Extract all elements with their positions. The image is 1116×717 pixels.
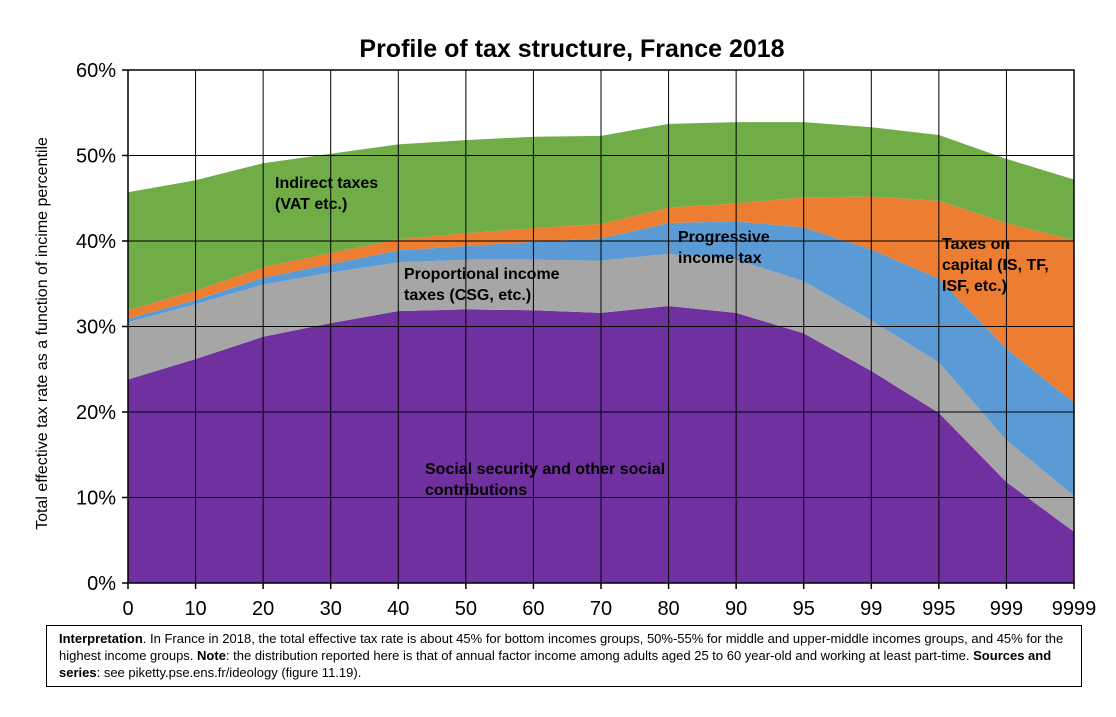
y-tick-label: 40% [76, 231, 116, 253]
area-label: Progressive income tax [678, 229, 770, 267]
y-tick-label: 10% [76, 488, 116, 510]
x-tick-label: 999 [990, 598, 1023, 620]
x-tick-label: 70 [590, 598, 612, 620]
chart-title: Profile of tax structure, France 2018 [359, 35, 784, 63]
interpretation-label: Interpretation [59, 631, 143, 646]
interpretation-text: . In France in 2018, the total effective… [59, 631, 1064, 663]
x-tick-label: 40 [387, 598, 409, 620]
area-label: Taxes on capital (IS, TF, ISF, etc.) [942, 236, 1049, 295]
y-tick-label: 60% [76, 60, 116, 82]
area-label: Proportional income taxes (CSG, etc.) [404, 266, 560, 304]
y-tick-label: 0% [87, 573, 116, 595]
x-tick-label: 0 [122, 598, 133, 620]
area-label: Indirect taxes (VAT etc.) [275, 175, 378, 213]
sources-label: Sources and series [59, 648, 1052, 680]
area-label-line: taxes (CSG, etc.) [404, 287, 531, 304]
y-tick-label: 20% [76, 402, 116, 424]
note-label: Note [197, 648, 226, 663]
area-label-line: Progressive [678, 229, 770, 246]
area-label-line: income tax [678, 250, 762, 267]
area-label-line: ISF, etc.) [942, 278, 1007, 295]
area-label-line: Social security and other social [425, 461, 665, 478]
tax-structure-chart: Profile of tax structure, France 2018 0%… [34, 35, 1096, 620]
x-tick-label: 80 [657, 598, 679, 620]
area-progressive-income-tax [128, 221, 1074, 496]
y-axis-ticks: 0% 10% 20% 30% 40% 50% 60% [76, 60, 128, 595]
x-tick-label: 10 [184, 598, 206, 620]
x-tick-label: 995 [922, 598, 955, 620]
x-tick-label: 20 [252, 598, 274, 620]
area-labels: Indirect taxes (VAT etc.) Proportional inc… [275, 175, 1049, 499]
area-label: Social security and other social contribu… [425, 461, 665, 499]
note-text: : the distribution reported here is that… [225, 648, 974, 663]
x-tick-label: 30 [320, 598, 342, 620]
area-label-line: Taxes on [942, 236, 1010, 253]
area-label-line: (VAT etc.) [275, 196, 347, 213]
x-tick-label: 99 [860, 598, 882, 620]
area-taxes-on-capital-is-tf-isf-etc [128, 196, 1074, 403]
interpretation-note: Interpretation. In France in 2018, the t… [46, 625, 1082, 687]
area-proportional-income-taxes-csg-etc [128, 253, 1074, 532]
grid-lines [128, 70, 1074, 583]
x-tick-label: 60 [522, 598, 544, 620]
y-axis-label: Total effective tax rate as a function o… [34, 137, 51, 530]
area-label-line: Indirect taxes [275, 175, 378, 192]
area-label-line: Proportional income [404, 266, 560, 283]
x-axis-ticks: 0 10 20 30 40 50 60 70 80 90 95 99 995 999 9999 [122, 583, 1096, 620]
x-tick-label: 50 [455, 598, 477, 620]
area-label-line: capital (IS, TF, [942, 257, 1049, 274]
area-label-line: contributions [425, 482, 527, 499]
x-tick-label: 90 [725, 598, 747, 620]
y-tick-label: 50% [76, 146, 116, 168]
x-tick-label: 9999 [1052, 598, 1097, 620]
sources-text: : see piketty.pse.ens.fr/ideology (figur… [96, 665, 362, 680]
y-tick-label: 30% [76, 317, 116, 339]
x-tick-label: 95 [793, 598, 815, 620]
